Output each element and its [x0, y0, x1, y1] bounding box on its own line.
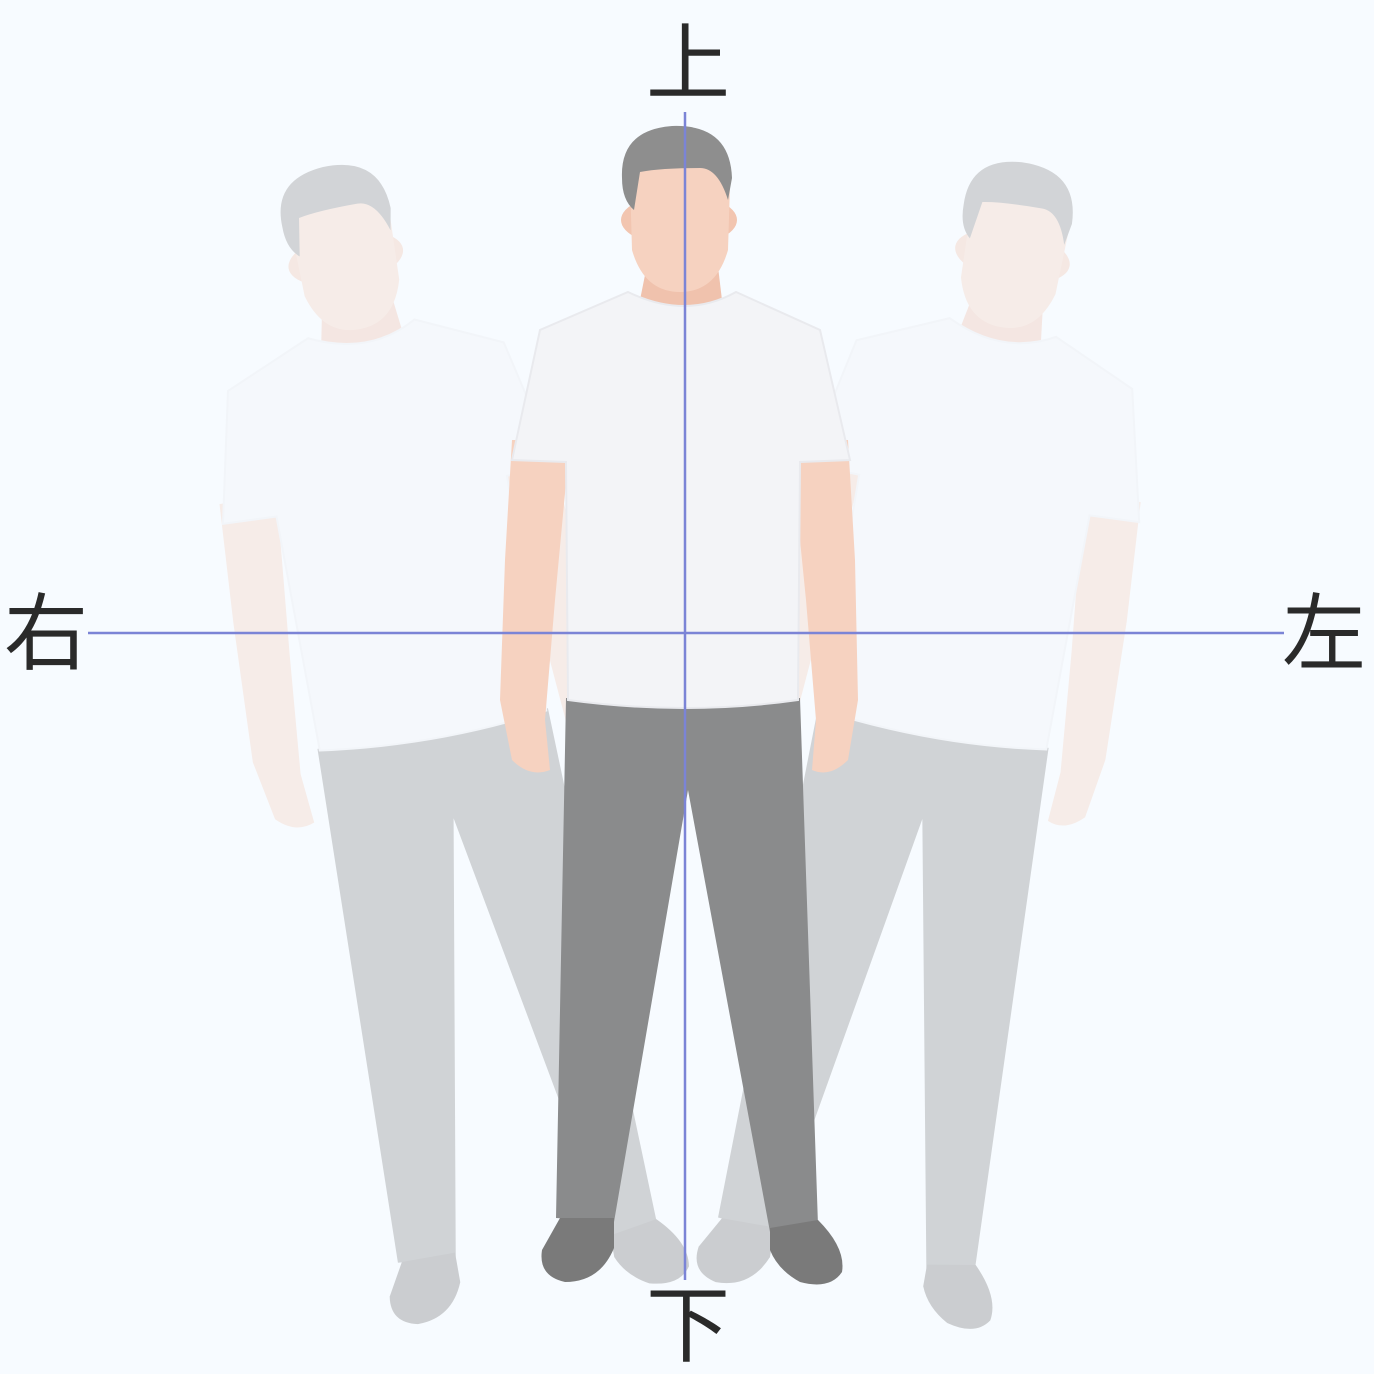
label-left: 左	[1282, 585, 1367, 683]
label-up: 上	[646, 15, 731, 113]
label-right: 右	[4, 585, 89, 683]
main-figure	[499, 124, 859, 1286]
label-down: 下	[646, 1277, 731, 1374]
